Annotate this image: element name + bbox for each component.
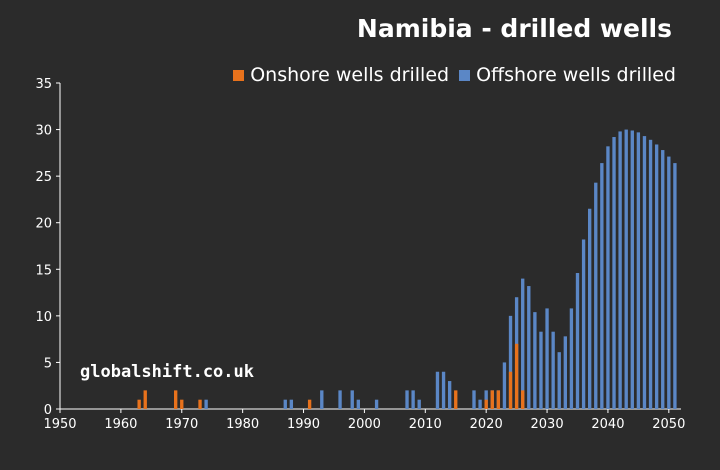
bar-onshore-1991 (307, 399, 312, 409)
bar-onshore-2024 (508, 371, 513, 409)
bar-offshore-2024 (508, 315, 513, 409)
bar-offshore-2026 (521, 278, 525, 409)
legend-item-offshore: Offshore wells drilled (459, 64, 676, 86)
bar-offshore-2040 (606, 146, 610, 409)
bar-offshore-2018 (472, 390, 476, 409)
bar-offshore-1987 (283, 399, 287, 409)
x-tick-label-1: 1960 (104, 417, 137, 432)
bar-offshore-2034 (569, 308, 574, 409)
bar-offshore-2045 (636, 132, 641, 409)
x-tick-label-2: 1970 (165, 417, 198, 432)
bar-offshore-1999 (356, 399, 360, 409)
x-tick-label-8: 2030 (531, 417, 564, 432)
bar-offshore-2002 (374, 399, 379, 409)
bar-offshore-2031 (551, 331, 555, 409)
bar-offshore-2037 (588, 208, 592, 409)
legend-label-onshore: Onshore wells drilled (250, 64, 450, 86)
bar-offshore-2029 (539, 331, 543, 409)
chart-title: Namibia - drilled wells (356, 14, 672, 43)
bar-offshore-2043 (624, 129, 628, 410)
bar-offshore-2028 (533, 312, 537, 409)
bar-onshore-2020 (484, 399, 488, 409)
x-tick-label-0: 1950 (43, 417, 76, 432)
x-tick-label-7: 2020 (470, 417, 503, 432)
x-tick-label-4: 1990 (287, 417, 320, 432)
bar-offshore-2007 (405, 390, 409, 409)
y-tick-label-0: 0 (44, 403, 52, 418)
bar-onshore-2015 (454, 390, 458, 409)
legend-swatch-offshore (459, 69, 471, 81)
y-tick-label-5: 25 (35, 170, 52, 185)
legend-swatch-onshore (233, 69, 245, 81)
bar-offshore-2046 (642, 136, 647, 409)
bar-offshore-2019 (478, 399, 482, 409)
y-tick-label-7: 35 (35, 77, 52, 92)
x-tick-label-9: 2040 (591, 417, 624, 432)
bar-offshore-2013 (441, 371, 446, 409)
bar-offshore-1996 (338, 390, 342, 409)
bar-offshore-2048 (654, 144, 659, 409)
legend-label-offshore: Offshore wells drilled (476, 64, 676, 86)
bar-offshore-2049 (661, 150, 665, 409)
bar-offshore-1974 (204, 399, 208, 409)
bar-offshore-2044 (630, 130, 634, 409)
bar-onshore-1969 (174, 390, 178, 409)
x-tick-label-3: 1980 (226, 417, 259, 432)
x-tick-label-5: 2000 (348, 417, 381, 432)
bar-offshore-2023 (502, 362, 507, 409)
bar-offshore-2042 (618, 131, 622, 410)
bar-offshore-2030 (545, 308, 549, 409)
bar-offshore-2032 (557, 352, 561, 409)
bar-offshore-2050 (667, 156, 671, 409)
bar-offshore-2039 (600, 163, 604, 409)
bar-offshore-2035 (575, 273, 580, 409)
bar-offshore-2041 (612, 137, 616, 409)
bar-offshore-2014 (447, 381, 452, 409)
y-tick-label-1: 5 (44, 356, 52, 371)
y-tick-label-2: 10 (35, 310, 52, 325)
chart-legend: Onshore wells drilled Offshore wells dri… (233, 64, 676, 86)
y-tick-label-4: 20 (35, 217, 52, 232)
y-tick-label-3: 15 (35, 263, 52, 278)
bar-offshore-2009 (417, 399, 421, 409)
bar-onshore-2021 (490, 390, 494, 409)
bar-onshore-2022 (496, 390, 501, 409)
bar-onshore-1964 (143, 390, 147, 409)
bar-onshore-2025 (514, 343, 519, 409)
bar-offshore-2033 (563, 336, 567, 409)
bar-offshore-2051 (673, 163, 677, 409)
bar-offshore-2036 (581, 239, 586, 409)
bar-offshore-2008 (411, 390, 415, 409)
y-tick-label-6: 30 (35, 124, 52, 139)
bar-offshore-2012 (435, 371, 440, 409)
watermark-text: globalshift.co.uk (80, 362, 254, 382)
legend-item-onshore: Onshore wells drilled (233, 64, 449, 86)
bar-offshore-2047 (648, 139, 653, 409)
x-tick-label-6: 2010 (409, 417, 442, 432)
bar-onshore-1973 (198, 399, 202, 409)
x-tick-label-10: 2050 (652, 417, 685, 432)
bar-offshore-1998 (350, 390, 354, 409)
bar-offshore-2027 (527, 286, 531, 409)
bar-offshore-2038 (594, 182, 598, 409)
bar-onshore-2026 (521, 390, 525, 409)
bar-onshore-1963 (137, 399, 141, 409)
bar-onshore-1970 (180, 399, 184, 409)
bar-offshore-1993 (320, 390, 324, 409)
bar-offshore-1988 (289, 399, 294, 409)
